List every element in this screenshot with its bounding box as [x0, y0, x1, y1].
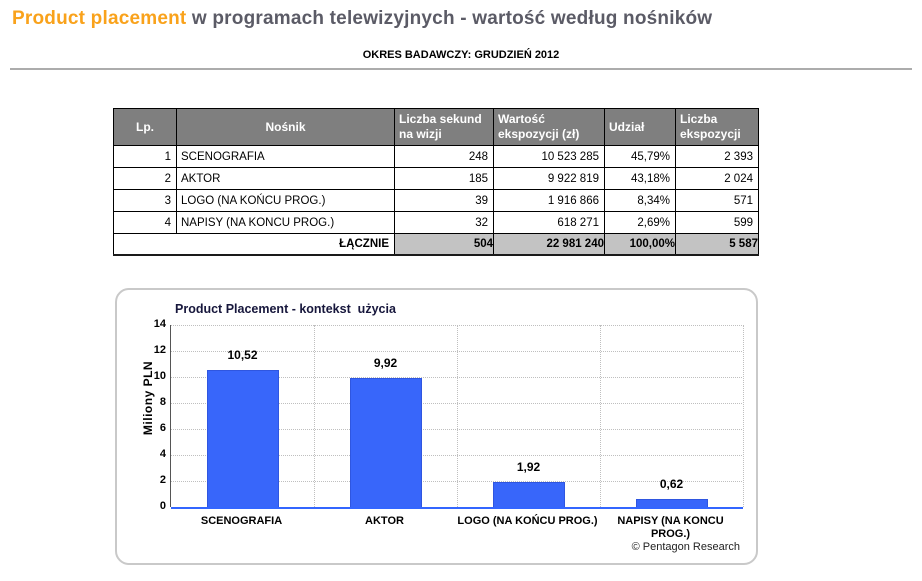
- gridline: [171, 377, 742, 378]
- col-header-lp: Lp.: [113, 108, 177, 146]
- y-axis-tick: 10: [153, 370, 166, 382]
- total-label: ŁĄCZNIE: [113, 233, 395, 255]
- gridline: [314, 325, 315, 507]
- gridline: [171, 481, 742, 482]
- chart-bar: [635, 498, 708, 507]
- x-axis-label: NAPISY (NA KONCU PROG.): [617, 515, 724, 540]
- carrier-name-cell: AKTOR: [176, 167, 395, 190]
- total-value: 22 981 240: [493, 233, 605, 255]
- col-header-exposures: Liczba ekspozycji: [675, 108, 759, 146]
- bar-value-label: 0,62: [659, 476, 684, 491]
- value-cell: 1 916 866: [493, 189, 605, 212]
- gridline: [600, 325, 601, 507]
- y-axis-tick: 12: [153, 344, 166, 356]
- y-axis-tick: 8: [159, 396, 166, 408]
- value-cell: 3: [113, 189, 177, 212]
- value-cell: 4: [113, 211, 177, 234]
- y-axis-tick: 4: [159, 448, 166, 460]
- bar-value-label: 10,52: [227, 348, 258, 363]
- gridline: [171, 325, 742, 326]
- y-axis-tick: 6: [159, 422, 166, 434]
- x-axis-label: AKTOR: [365, 515, 404, 527]
- y-axis-tick: 14: [153, 318, 166, 330]
- value-cell: 599: [675, 211, 759, 234]
- gridline: [171, 455, 742, 456]
- page-title-rest: w programach telewizyjnych - wartość wed…: [186, 8, 713, 29]
- table-row: 2 AKTOR 185 9 922 819 43,18% 2 024: [113, 167, 759, 190]
- table-row: 4 NAPISY (NA KONCU PROG.) 32 618 271 2,69% 59…: [113, 211, 759, 234]
- gridline: [171, 403, 742, 404]
- total-share: 100,00%: [604, 233, 676, 255]
- chart-bar: [349, 378, 422, 507]
- col-header-carrier: Nośnik: [176, 108, 395, 146]
- value-cell: 571: [675, 189, 759, 212]
- bar-value-label: 1,92: [516, 460, 541, 475]
- x-axis-labels: SCENOGRAFIA AKTOR LOGO (NA KOŃCU PROG.) NAP…: [170, 515, 742, 555]
- col-header-value: Wartość ekspozycji (zł): [493, 108, 605, 146]
- value-cell: 8,34%: [604, 189, 676, 212]
- chart-title: Product Placement - kontekst użycia: [175, 302, 396, 316]
- total-exposures: 5 587: [675, 233, 759, 255]
- divider-line: [10, 68, 912, 70]
- value-cell: 2 393: [675, 145, 759, 168]
- value-cell: 185: [394, 167, 494, 190]
- value-cell: 10 523 285: [493, 145, 605, 168]
- research-period-subtitle: OKRES BADAWCZY: GRUDZIEŃ 2012: [362, 49, 560, 61]
- page-title: Product placement w programach telewizyj…: [12, 8, 712, 30]
- copyright-credit: © Pentagon Research: [631, 541, 740, 553]
- value-cell: 2 024: [675, 167, 759, 190]
- carrier-name-cell: NAPISY (NA KONCU PROG.): [176, 211, 395, 234]
- exposure-value-table: Lp. Nośnik Liczba sekund na wizji Wartoś…: [113, 108, 759, 256]
- col-header-seconds: Liczba sekund na wizji: [394, 108, 494, 146]
- value-cell: 45,79%: [604, 145, 676, 168]
- table-row: 3 LOGO (NA KOŃCU PROG.) 39 1 916 866 8,34% 57…: [113, 189, 759, 212]
- value-cell: 32: [394, 211, 494, 234]
- chart-panel: Product Placement - kontekst użycia Mili…: [115, 288, 758, 565]
- col-header-share: Udział: [604, 108, 676, 146]
- table-header-row: Lp. Nośnik Liczba sekund na wizji Wartoś…: [113, 108, 759, 146]
- chart-bar: [206, 370, 279, 507]
- bar-value-label: 9,92: [373, 356, 398, 371]
- value-cell: 39: [394, 189, 494, 212]
- y-axis-tick: 2: [159, 474, 166, 486]
- gridline: [171, 429, 742, 430]
- x-axis-label: LOGO (NA KOŃCU PROG.): [457, 515, 598, 527]
- page-title-highlight: Product placement: [12, 8, 187, 29]
- total-seconds: 504: [394, 233, 494, 255]
- plot-area: 10,52 9,92 1,92 0,62: [170, 325, 744, 509]
- value-cell: 618 271: [493, 211, 605, 234]
- value-cell: 9 922 819: [493, 167, 605, 190]
- gridline: [457, 325, 458, 507]
- carrier-name-cell: LOGO (NA KOŃCU PROG.): [176, 189, 395, 212]
- value-cell: 248: [394, 145, 494, 168]
- y-axis-tick: 0: [159, 500, 166, 512]
- chart-bar: [492, 482, 565, 507]
- carrier-name-cell: SCENOGRAFIA: [176, 145, 395, 168]
- x-axis-label: SCENOGRAFIA: [200, 515, 283, 527]
- gridline: [743, 325, 744, 507]
- value-cell: 1: [113, 145, 177, 168]
- x-axis-line: [171, 507, 743, 509]
- value-cell: 2: [113, 167, 177, 190]
- gridline: [171, 351, 742, 352]
- value-cell: 2,69%: [604, 211, 676, 234]
- table-total-row: ŁĄCZNIE 504 22 981 240 100,00% 5 587: [113, 233, 759, 255]
- value-cell: 43,18%: [604, 167, 676, 190]
- table-row: 1 SCENOGRAFIA 248 10 523 285 45,79% 2 393: [113, 145, 759, 168]
